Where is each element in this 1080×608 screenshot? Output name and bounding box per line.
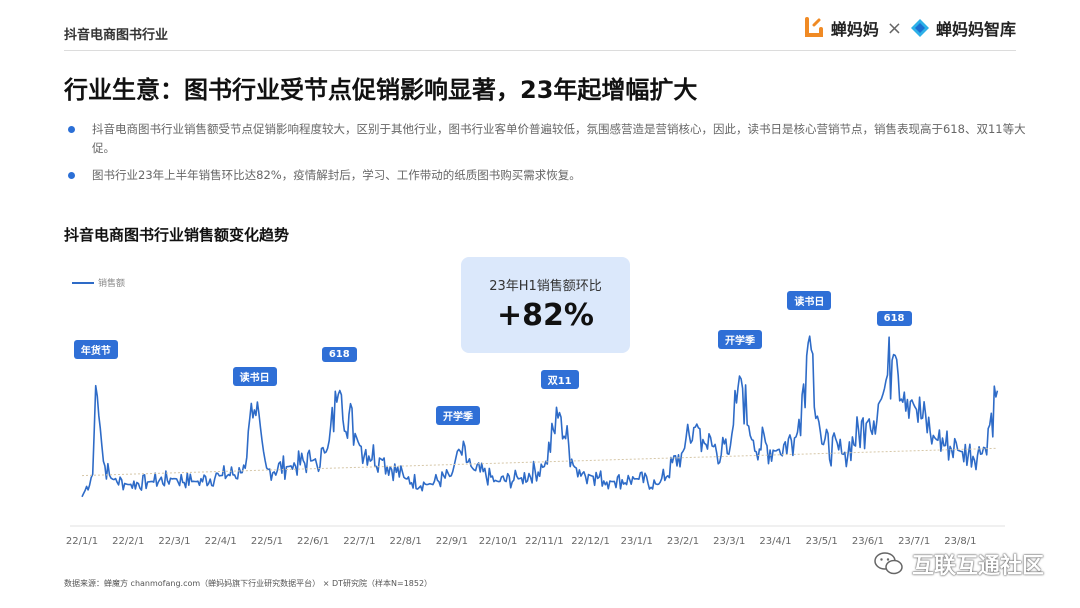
x-tick-label: 23/4/1	[759, 536, 791, 547]
x-tick-label: 23/1/1	[621, 536, 653, 547]
brand-separator: ×	[886, 17, 902, 39]
x-tick-label: 22/4/1	[205, 536, 237, 547]
bullet-text: 图书行业23年上半年销售环比达82%，疫情解封后，学习、工作带动的纸质图书购买需…	[92, 168, 581, 182]
bullet-list: 抖音电商图书行业销售额受节点促销影响程度较大，区别于其他行业，图书行业客单价普遍…	[68, 120, 1028, 193]
chart-title: 抖音电商图书行业销售额变化趋势	[64, 226, 290, 244]
x-tick-label: 22/10/1	[479, 536, 518, 547]
page-title: 行业生意：图书行业受节点促销影响显著，23年起增幅扩大	[64, 76, 698, 104]
annotation-label: 双11	[540, 369, 579, 389]
bullet-dot-icon	[68, 172, 75, 179]
x-tick-label: 23/8/1	[944, 536, 976, 547]
callout-label: 23年H1销售额环比	[489, 279, 602, 294]
brand-secondary: 蝉妈妈智库	[935, 20, 1016, 39]
x-tick-label: 23/7/1	[898, 536, 930, 547]
brand-primary: 蝉妈妈	[830, 20, 879, 39]
x-tick-label: 23/3/1	[713, 536, 745, 547]
section-category: 抖音电商图书行业	[64, 28, 169, 43]
bullet-dot-icon	[68, 126, 75, 133]
annotation-label: 618	[321, 347, 357, 363]
wechat-icon	[874, 551, 904, 577]
watermark: 互联互通社区	[874, 548, 1044, 580]
annotation-label: 读书日	[787, 291, 832, 311]
x-tick-label: 22/12/1	[571, 536, 610, 547]
data-source-note: 数据来源：蝉魔方 chanmofang.com（蝉妈妈旗下行业研究数据平台） ×…	[64, 579, 433, 588]
annotation-label: 618	[876, 310, 912, 326]
bullet-item: 抖音电商图书行业销售额受节点促销影响程度较大，区别于其他行业，图书行业客单价普遍…	[68, 120, 1028, 158]
h1-growth-callout: 23年H1销售额环比 +82%	[461, 257, 630, 353]
callout-value: +82%	[497, 298, 594, 333]
x-tick-label: 22/8/1	[390, 536, 422, 547]
x-tick-label: 22/6/1	[297, 536, 329, 547]
x-tick-label: 22/1/1	[66, 536, 98, 547]
trend-line	[81, 447, 998, 477]
x-tick-label: 22/7/1	[343, 536, 375, 547]
legend-label: 销售额	[98, 279, 126, 289]
x-tick-label: 22/5/1	[251, 536, 283, 547]
watermark-text: 互联互通社区	[911, 554, 1044, 579]
x-tick-label: 22/9/1	[436, 536, 468, 547]
x-tick-label: 22/2/1	[112, 536, 144, 547]
x-tick-label: 23/5/1	[806, 536, 838, 547]
annotation-label: 开学季	[436, 406, 480, 426]
annotation-label: 开学季	[718, 330, 763, 350]
sales-series-line	[81, 335, 999, 498]
header-divider	[64, 50, 1016, 51]
chanmama-zhiku-logo-icon	[910, 18, 930, 38]
x-tick-label: 23/2/1	[667, 536, 699, 547]
chart-legend: 销售额	[72, 276, 125, 289]
bullet-text: 抖音电商图书行业销售额受节点促销影响程度较大，区别于其他行业，图书行业客单价普遍…	[92, 122, 1026, 155]
x-tick-label: 22/11/1	[525, 536, 564, 547]
legend-line-swatch	[72, 281, 94, 284]
x-tick-label: 23/6/1	[852, 536, 884, 547]
brand-logos: 蝉妈妈 × 蝉妈妈智库	[803, 16, 1016, 40]
x-tick-label: 22/3/1	[158, 536, 190, 547]
bullet-item: 图书行业23年上半年销售环比达82%，疫情解封后，学习、工作带动的纸质图书购买需…	[68, 166, 1028, 185]
annotation-label: 读书日	[232, 366, 277, 386]
chanmama-logo-icon	[803, 17, 825, 39]
annotation-label: 年货节	[73, 339, 118, 359]
